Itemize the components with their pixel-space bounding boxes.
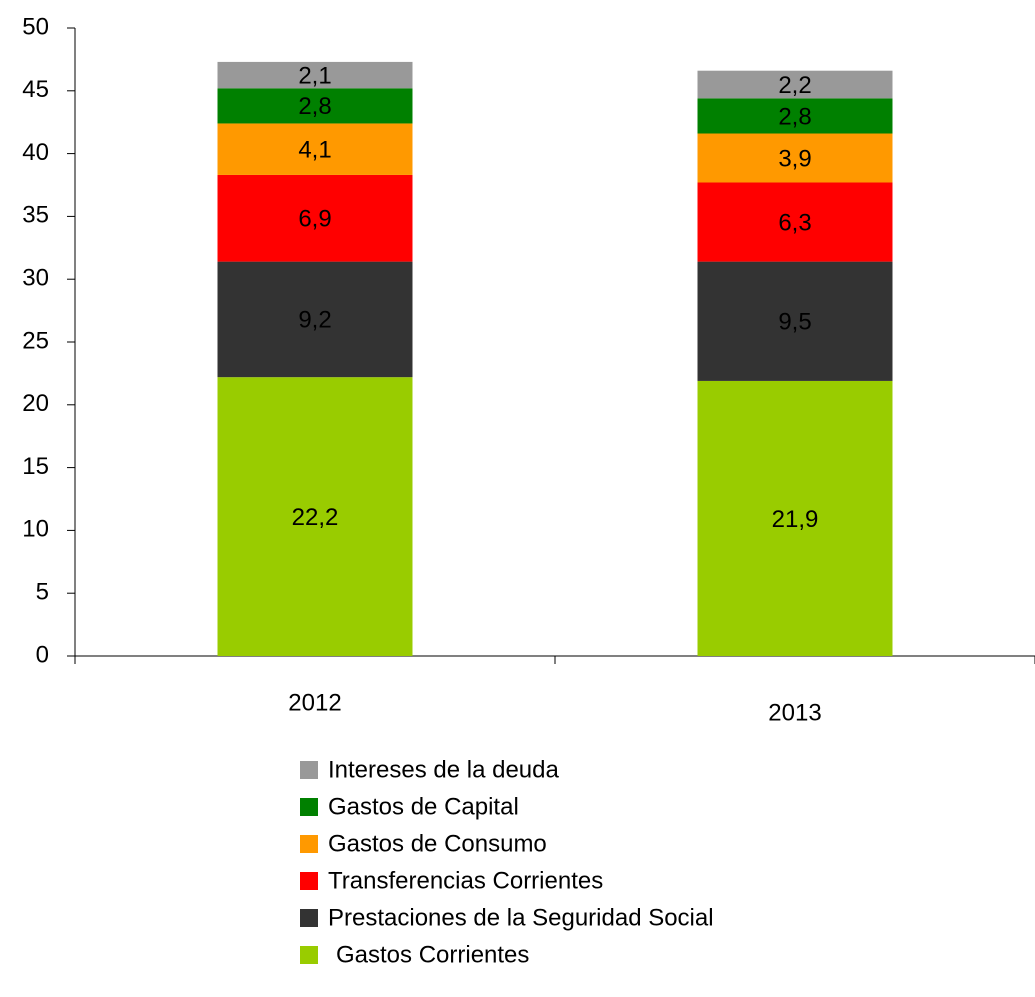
legend-swatch (300, 835, 318, 853)
legend-swatch (300, 872, 318, 890)
x-tick-label: 2012 (288, 689, 341, 716)
bar-segment (697, 70, 893, 99)
legend-label: Prestaciones de la Seguridad Social (328, 904, 714, 931)
y-tick-label: 30 (22, 265, 49, 292)
bar-segment (697, 380, 893, 656)
data-label: 9,2 (298, 307, 331, 334)
y-tick-label: 5 (36, 579, 49, 606)
legend-label: Gastos de Consumo (328, 830, 547, 857)
legend-swatch (300, 798, 318, 816)
data-label: 6,3 (778, 209, 811, 236)
data-label: 2,8 (778, 103, 811, 130)
bar-segment (217, 88, 413, 124)
bar-segment (697, 98, 893, 134)
y-tick-label: 10 (22, 516, 49, 543)
bar-segment (217, 377, 413, 656)
y-tick-label: 35 (22, 202, 49, 229)
y-tick-label: 40 (22, 139, 49, 166)
bar-segment (697, 182, 893, 262)
legend-swatch (300, 946, 318, 964)
y-tick-label: 15 (22, 453, 49, 480)
data-label: 2,2 (778, 72, 811, 99)
y-tick-label: 0 (36, 641, 49, 668)
y-tick-label: 25 (22, 327, 49, 354)
legend-label: Transferencias Corrientes (328, 867, 603, 894)
bar-segment (217, 123, 413, 175)
bar-segment (217, 174, 413, 262)
data-label: 3,9 (778, 145, 811, 172)
data-label: 9,5 (778, 309, 811, 336)
bar-segment (697, 133, 893, 183)
data-label: 2,1 (298, 62, 331, 89)
legend-label: Intereses de la deuda (328, 756, 559, 783)
y-tick-label: 20 (22, 390, 49, 417)
legend-swatch (300, 909, 318, 927)
legend-swatch (300, 761, 318, 779)
data-label: 6,9 (298, 206, 331, 233)
y-tick-label: 45 (22, 76, 49, 103)
bar-segment (697, 261, 893, 381)
legend-label: Gastos de Capital (328, 793, 519, 820)
data-label: 22,2 (292, 504, 339, 531)
data-label: 21,9 (772, 506, 819, 533)
data-label: 2,8 (298, 93, 331, 120)
y-tick-label: 50 (22, 13, 49, 40)
data-label: 4,1 (298, 137, 331, 164)
x-tick-label: 2013 (768, 699, 821, 726)
legend-label: Gastos Corrientes (336, 941, 529, 968)
bar-segment (217, 61, 413, 89)
bar-segment (217, 261, 413, 378)
